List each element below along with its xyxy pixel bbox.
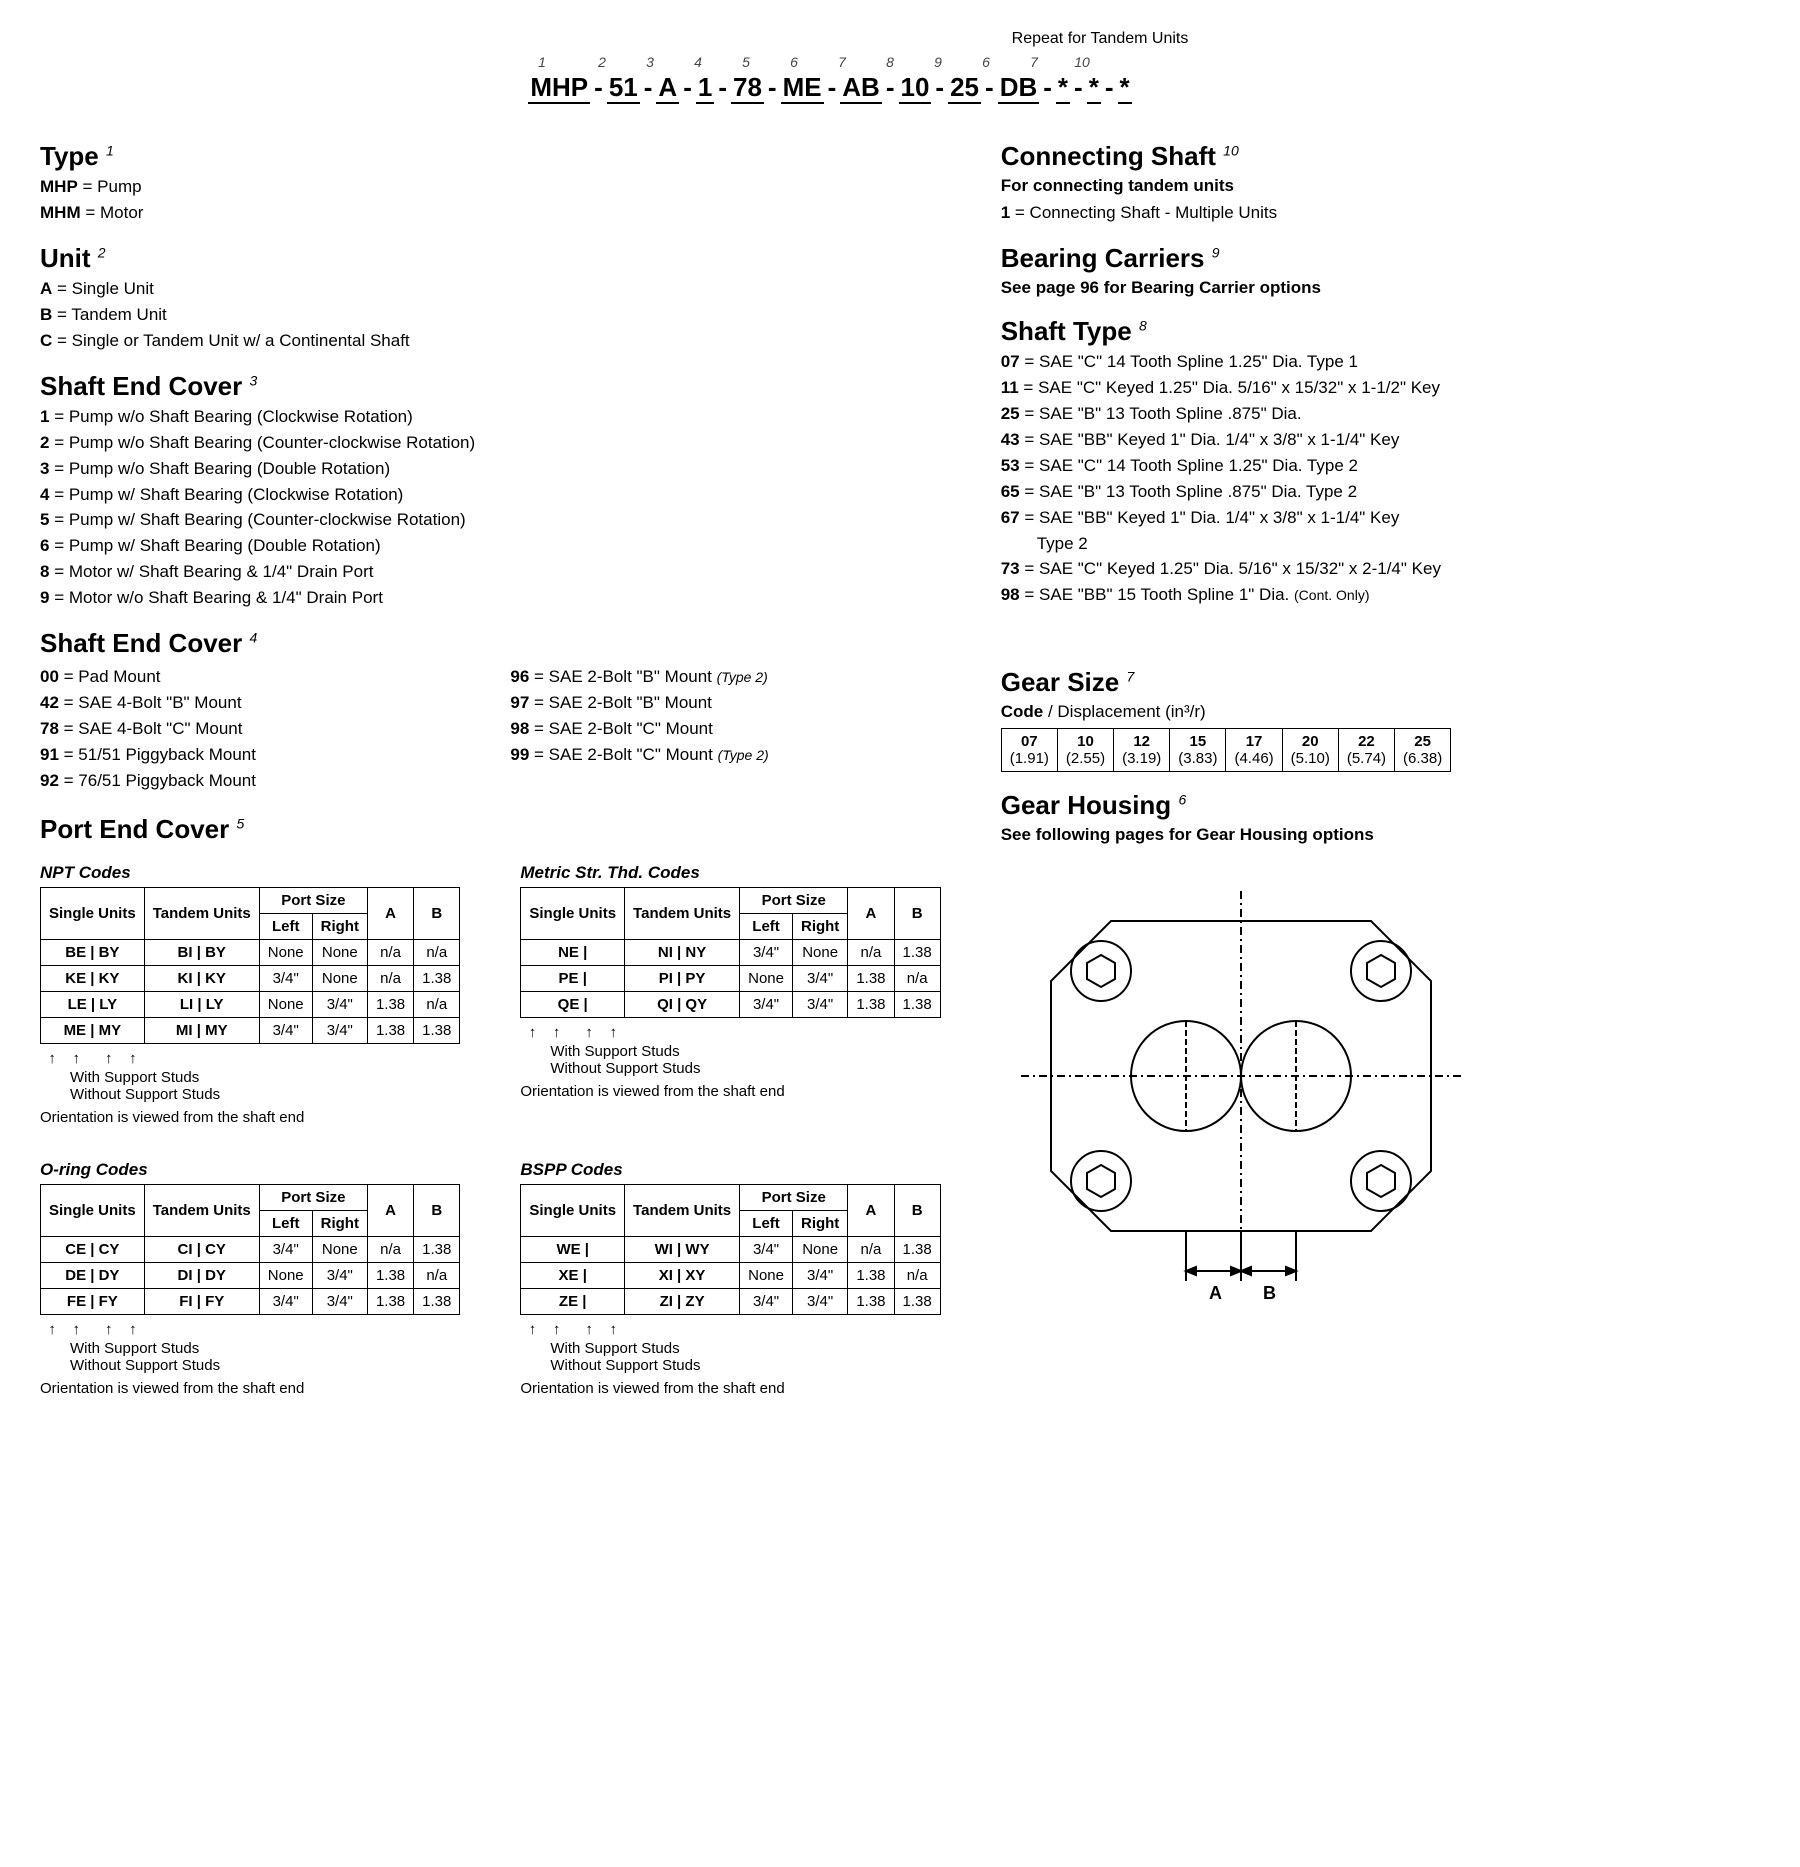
npt-table: Single UnitsTandem UnitsPort SizeABLeftR… [40, 887, 460, 1044]
unit-options: A = Single UnitB = Tandem UnitC = Single… [40, 278, 941, 353]
bearing-carriers-title: Bearing Carriers 9 [1001, 243, 1760, 274]
sec3-options: 1 = Pump w/o Shaft Bearing (Clockwise Ro… [40, 406, 941, 611]
bspp-title: BSPP Codes [520, 1160, 940, 1180]
connecting-shaft-title: Connecting Shaft 10 [1001, 141, 1760, 172]
metric-table: Single UnitsTandem UnitsPort SizeABLeftR… [520, 887, 940, 1018]
npt-title: NPT Codes [40, 863, 460, 883]
bearing-carriers-subnote: See page 96 for Bearing Carrier options [1001, 278, 1760, 298]
bspp-table: Single UnitsTandem UnitsPort SizeABLeftR… [520, 1184, 940, 1315]
gear-housing-diagram: A B [1001, 871, 1481, 1311]
stud-with: With Support Studs [70, 1069, 460, 1086]
sec4-title: Shaft End Cover 4 [40, 628, 941, 659]
shaft-type-options: 07 = SAE "C" 14 Tooth Spline 1.25" Dia. … [1001, 351, 1760, 607]
connecting-shaft-options: 1 = Connecting Shaft - Multiple Units [1001, 202, 1760, 225]
svg-text:B: B [1263, 1283, 1276, 1303]
svg-text:A: A [1209, 1283, 1222, 1303]
unit-title: Unit 2 [40, 243, 941, 274]
gear-size-title: Gear Size 7 [1001, 667, 1760, 698]
orientation-note: Orientation is viewed from the shaft end [40, 1109, 460, 1126]
connecting-shaft-subnote: For connecting tandem units [1001, 176, 1760, 196]
sec4-options: 00 = Pad Mount42 = SAE 4-Bolt "B" Mount7… [40, 663, 941, 796]
gear-housing-title: Gear Housing 6 [1001, 790, 1760, 821]
gear-size-table: 07(1.91)10(2.55)12(3.19)15(3.83)17(4.46)… [1001, 728, 1452, 772]
stud-without: Without Support Studs [70, 1086, 460, 1103]
shaft-type-title: Shaft Type 8 [1001, 316, 1760, 347]
arrow-row: ↑ ↑ ↑ ↑ [520, 1024, 940, 1041]
gear-housing-subnote: See following pages for Gear Housing opt… [1001, 825, 1760, 845]
type-options: MHP = PumpMHM = Motor [40, 176, 941, 225]
pec-title: Port End Cover 5 [40, 814, 941, 845]
oring-table: Single UnitsTandem UnitsPort SizeABLeftR… [40, 1184, 460, 1315]
tandem-repeat-label: Repeat for Tandem Units [240, 30, 1800, 48]
arrow-row: ↑ ↑ ↑ ↑ [40, 1050, 460, 1067]
type-title: Type 1 [40, 141, 941, 172]
sec3-title: Shaft End Cover 3 [40, 371, 941, 402]
gear-size-label: Code / Displacement (in³/r) [1001, 702, 1760, 722]
metric-title: Metric Str. Thd. Codes [520, 863, 940, 883]
model-code: 1234567896710 MHP-51-A-1-78-ME-AB-10-25-… [0, 52, 1690, 103]
oring-title: O-ring Codes [40, 1160, 460, 1180]
